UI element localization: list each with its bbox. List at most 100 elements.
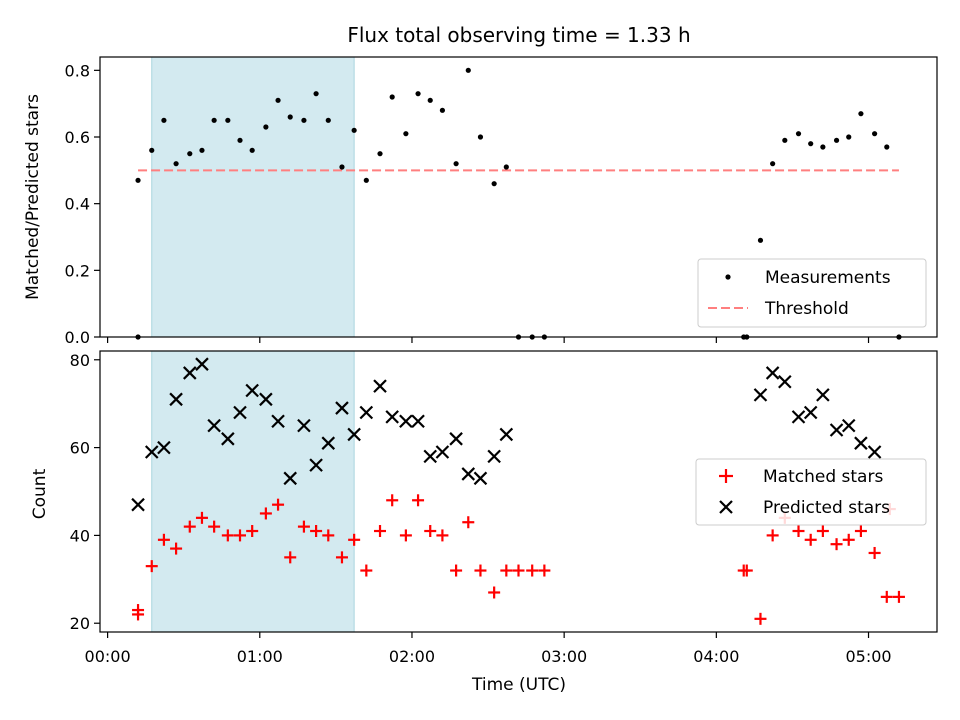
matched-star-point (170, 542, 183, 555)
chart-title: Flux total observing time = 1.33 h (347, 23, 690, 47)
matched-star-point (740, 564, 753, 577)
matched-star-point (310, 525, 323, 538)
measurement-point (339, 164, 345, 170)
matched-star-point (854, 525, 867, 538)
legend-measurements-label: Measurements (765, 268, 891, 288)
predicted-star-point (297, 418, 311, 433)
xtick-label: 02:00 (389, 647, 435, 666)
matched-star-point (830, 538, 843, 551)
measurement-point (465, 67, 471, 73)
top-x-axis-ticks (107, 337, 870, 343)
matched-star-point (208, 520, 221, 533)
measurement-point (173, 161, 179, 167)
xtick-label: 03:00 (541, 647, 587, 666)
predicted-star-point (778, 374, 792, 389)
top-ytick-label: 0.6 (65, 128, 90, 147)
top-panel: 0.00.20.40.60.8 Matched/Predicted stars … (23, 56, 938, 347)
x-axis-label: Time (UTC) (471, 675, 566, 695)
predicted-star-point (791, 410, 806, 424)
matched-star-point (500, 564, 513, 577)
measurement-point (135, 177, 141, 183)
measurement-point (403, 131, 409, 137)
matched-star-point (246, 525, 259, 538)
matched-star-point (412, 494, 425, 507)
top-legend: Measurements Threshold (697, 258, 927, 328)
matched-star-point (462, 516, 475, 529)
predicted-star-point (221, 432, 235, 446)
matched-star-point (335, 551, 348, 564)
predicted-star-point (841, 418, 856, 433)
top-ytick-label: 0.0 (65, 328, 90, 347)
predicted-star-point (385, 410, 399, 424)
bot-ytick-label: 20 (70, 614, 90, 633)
predicted-star-point (309, 458, 323, 472)
matched-star-point (424, 525, 437, 538)
measurement-point (439, 107, 446, 113)
top-highlight-span (151, 56, 355, 338)
predicted-star-point (233, 405, 247, 420)
measurement-point (199, 147, 205, 153)
measurement-point (149, 147, 155, 153)
matched-star-point (348, 533, 361, 546)
bottom-legend: Matched stars Predicted stars (695, 458, 927, 526)
measurement-point (427, 97, 433, 103)
legend-predicted-label: Predicted stars (763, 498, 890, 518)
matched-star-point (436, 529, 449, 542)
predicted-star-point (131, 497, 145, 512)
matched-star-point (221, 529, 234, 542)
measurement-point (263, 124, 269, 130)
measurement-point (782, 137, 788, 143)
top-y-axis-ticks: 0.0 0.2 0.4 0.6 0.8 (65, 61, 100, 347)
matched-star-point (272, 498, 285, 511)
measurement-point (187, 151, 193, 157)
measurement-point (477, 134, 484, 140)
matched-stars-series (132, 494, 905, 625)
matched-star-point (145, 560, 158, 573)
predicted-star-point (347, 427, 361, 442)
predicted-star-point (867, 445, 882, 459)
predicted-star-point (816, 388, 830, 402)
predicted-star-point (753, 388, 768, 402)
predicted-star-point (803, 405, 818, 420)
measurement-point (795, 131, 802, 137)
measurement-point (313, 91, 319, 97)
predicted-star-point (335, 401, 349, 415)
bottom-y-axis-ticks: 20 40 60 80 (70, 351, 100, 633)
measurement-point (820, 144, 826, 150)
predicted-star-point (271, 414, 285, 429)
bot-ytick-label: 40 (70, 526, 90, 545)
predicted-star-point (435, 445, 450, 459)
measurement-point (287, 114, 293, 120)
predicted-star-point (411, 414, 425, 429)
predicted-stars-series (131, 357, 882, 512)
measurement-point (211, 117, 217, 123)
predicted-star-point (829, 423, 844, 437)
measurement-point (453, 161, 459, 167)
measurement-point (377, 151, 383, 157)
matched-star-point (512, 564, 525, 577)
matched-star-point (284, 551, 297, 564)
matched-star-point (488, 586, 501, 599)
measurement-point (237, 137, 243, 143)
xtick-label: 01:00 (237, 647, 283, 666)
matched-star-point (526, 564, 539, 577)
predicted-star-point (144, 445, 159, 459)
predicted-star-point (765, 366, 780, 380)
predicted-star-point (259, 392, 273, 407)
measurement-point (325, 117, 331, 123)
measurement-point (389, 94, 395, 100)
matched-star-point (538, 564, 551, 577)
top-y-axis-label: Matched/Predicted stars (23, 94, 43, 300)
measurement-point (491, 181, 497, 187)
xtick-label: 05:00 (845, 647, 891, 666)
measurement-point (884, 144, 890, 150)
matched-star-point (157, 533, 170, 546)
measurement-point (363, 177, 369, 183)
predicted-star-point (473, 471, 488, 486)
measurement-point (249, 147, 255, 153)
matched-star-point (374, 525, 387, 538)
bot-ytick-label: 60 (70, 439, 90, 458)
measurement-point (872, 131, 878, 137)
predicted-star-point (321, 436, 336, 450)
bottom-axes-frame (99, 350, 938, 633)
